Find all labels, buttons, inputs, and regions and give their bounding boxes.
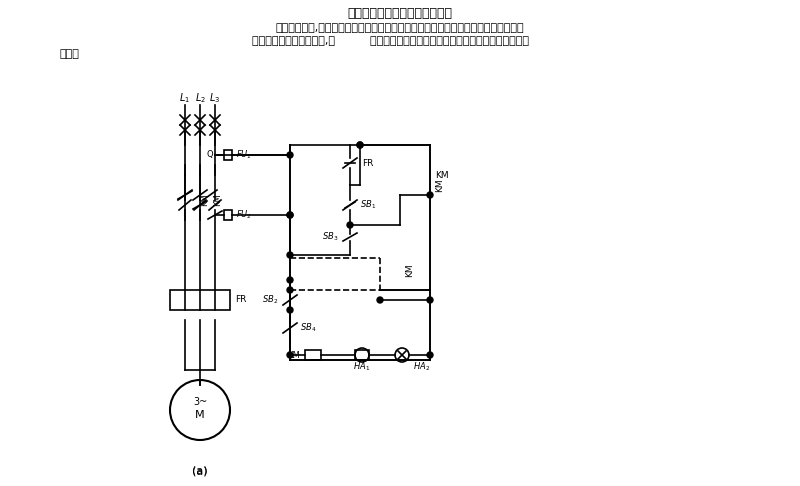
Circle shape bbox=[357, 142, 363, 148]
Text: $L_3$: $L_3$ bbox=[210, 91, 221, 105]
Bar bbox=[224, 150, 232, 160]
Text: (a): (a) bbox=[192, 465, 208, 475]
Text: 三相异步电动机非典型控制电路: 三相异步电动机非典型控制电路 bbox=[347, 7, 453, 20]
Text: FR: FR bbox=[362, 158, 374, 168]
Text: KM: KM bbox=[435, 171, 449, 179]
Text: (a): (a) bbox=[192, 466, 208, 476]
Bar bbox=[224, 210, 232, 220]
Text: KM: KM bbox=[201, 193, 210, 207]
Circle shape bbox=[427, 192, 433, 198]
Text: $FU_2$: $FU_2$ bbox=[236, 209, 252, 221]
Text: $FU_1$: $FU_1$ bbox=[236, 149, 252, 161]
Circle shape bbox=[357, 142, 363, 148]
Bar bbox=[305, 350, 321, 360]
Circle shape bbox=[287, 307, 293, 313]
Text: 全施工和安全生产的要求,图          所示为既安全又简单实用的三相异步电动机非典型控制: 全施工和安全生产的要求,图 所示为既安全又简单实用的三相异步电动机非典型控制 bbox=[251, 36, 529, 46]
Circle shape bbox=[287, 277, 293, 283]
Text: M: M bbox=[195, 410, 205, 420]
Text: $HA_2$: $HA_2$ bbox=[413, 361, 430, 373]
Text: FR: FR bbox=[235, 295, 246, 305]
Text: KM: KM bbox=[287, 350, 300, 360]
Circle shape bbox=[287, 212, 293, 218]
Circle shape bbox=[287, 152, 293, 158]
Circle shape bbox=[287, 212, 293, 218]
Circle shape bbox=[287, 252, 293, 258]
Text: 电路。: 电路。 bbox=[60, 49, 80, 59]
Text: $HA_1$: $HA_1$ bbox=[354, 361, 370, 373]
Text: $SB_3$: $SB_3$ bbox=[322, 231, 338, 243]
Text: $L_1$: $L_1$ bbox=[179, 91, 190, 105]
Bar bbox=[170, 290, 230, 310]
Text: $SB_1$: $SB_1$ bbox=[360, 199, 376, 211]
Text: 在工作实践中,以典型控制电路控制某些机械设备中的三相异步电动机往往不能满足安: 在工作实践中,以典型控制电路控制某些机械设备中的三相异步电动机往往不能满足安 bbox=[276, 23, 524, 33]
Circle shape bbox=[287, 352, 293, 358]
Circle shape bbox=[377, 297, 383, 303]
Bar bbox=[355, 350, 369, 360]
Text: $L_2$: $L_2$ bbox=[194, 91, 206, 105]
Text: KM: KM bbox=[405, 263, 414, 277]
Text: KM: KM bbox=[214, 193, 222, 207]
Circle shape bbox=[347, 222, 353, 228]
Circle shape bbox=[427, 297, 433, 303]
Circle shape bbox=[287, 287, 293, 293]
Text: KM: KM bbox=[435, 178, 444, 192]
Text: Q: Q bbox=[206, 151, 214, 159]
Text: $SB_4$: $SB_4$ bbox=[300, 322, 317, 334]
Circle shape bbox=[427, 352, 433, 358]
Text: 3~: 3~ bbox=[193, 397, 207, 407]
Text: $SB_2$: $SB_2$ bbox=[262, 294, 278, 306]
